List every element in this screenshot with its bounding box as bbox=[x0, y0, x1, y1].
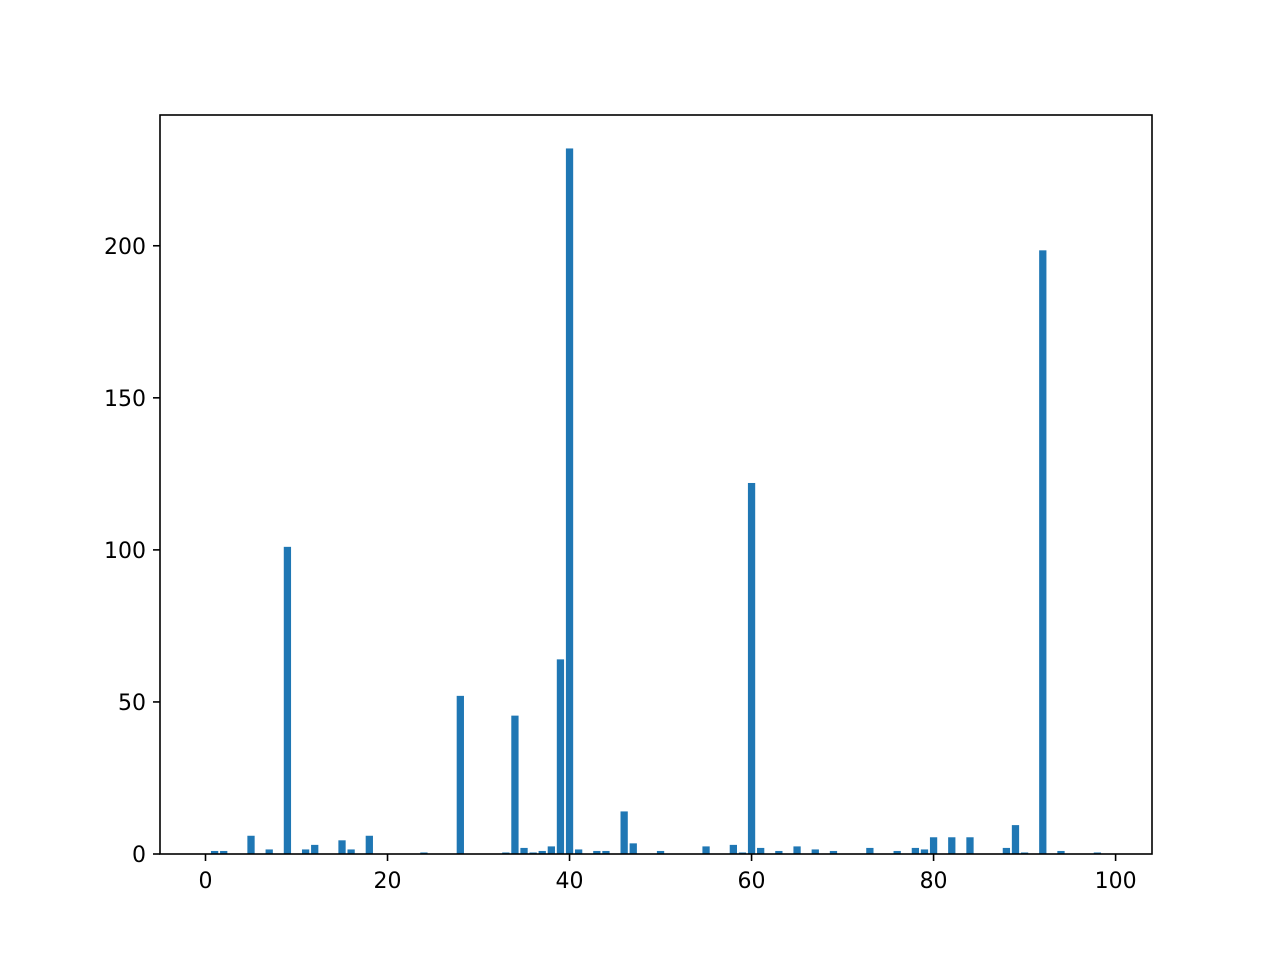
bar bbox=[629, 843, 637, 854]
bar bbox=[220, 850, 228, 854]
x-tick-label: 40 bbox=[556, 869, 584, 894]
x-tick-label: 80 bbox=[920, 869, 948, 894]
y-tick-label: 50 bbox=[118, 691, 146, 716]
bar bbox=[456, 695, 464, 854]
bar bbox=[1011, 825, 1020, 854]
bar bbox=[911, 847, 920, 854]
bar bbox=[311, 844, 319, 854]
bar bbox=[1039, 250, 1047, 854]
bar bbox=[1002, 847, 1011, 854]
bar bbox=[948, 837, 956, 854]
x-tick-label: 0 bbox=[199, 869, 213, 894]
bar bbox=[511, 715, 519, 854]
bar bbox=[283, 546, 292, 854]
bar bbox=[593, 850, 601, 854]
bar bbox=[775, 850, 783, 854]
bar bbox=[547, 846, 555, 854]
bar bbox=[265, 849, 273, 854]
bar bbox=[565, 148, 574, 855]
bars-group bbox=[210, 148, 1102, 855]
bar bbox=[620, 811, 628, 854]
bar bbox=[365, 835, 373, 854]
bar bbox=[247, 835, 255, 854]
bar bbox=[893, 850, 901, 854]
bar bbox=[866, 847, 874, 854]
y-tick-label: 200 bbox=[104, 235, 146, 260]
bar bbox=[793, 846, 801, 854]
bar bbox=[757, 847, 765, 854]
x-axis: 0 20 40 60 80 100 bbox=[199, 854, 1137, 894]
bar bbox=[747, 482, 756, 854]
bar bbox=[520, 847, 528, 854]
y-tick-label: 0 bbox=[132, 843, 146, 868]
bar bbox=[829, 850, 838, 854]
bar bbox=[811, 849, 819, 854]
x-tick-label: 20 bbox=[374, 869, 402, 894]
y-axis: 0 50 100 150 200 bbox=[104, 235, 160, 868]
bar bbox=[575, 849, 583, 854]
bar bbox=[929, 837, 938, 854]
bar bbox=[1057, 850, 1065, 854]
bar bbox=[210, 850, 219, 854]
y-tick-label: 100 bbox=[104, 539, 146, 564]
x-tick-label: 60 bbox=[738, 869, 766, 894]
x-tick-label: 100 bbox=[1095, 869, 1137, 894]
bar bbox=[347, 849, 355, 854]
y-tick-label: 150 bbox=[104, 387, 146, 412]
bar bbox=[966, 837, 974, 854]
bar bbox=[556, 659, 565, 854]
bar bbox=[301, 849, 310, 854]
bar bbox=[338, 840, 346, 854]
bar bbox=[702, 846, 710, 854]
bar bbox=[602, 850, 610, 854]
bar bbox=[538, 850, 546, 854]
plot-frame bbox=[159, 114, 1153, 855]
bar bbox=[656, 850, 665, 854]
bar bbox=[920, 849, 929, 854]
bar bbox=[729, 844, 737, 854]
